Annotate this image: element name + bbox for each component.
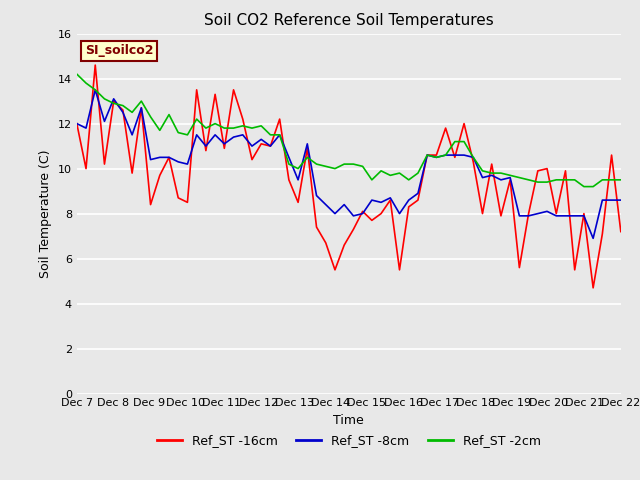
Legend: Ref_ST -16cm, Ref_ST -8cm, Ref_ST -2cm: Ref_ST -16cm, Ref_ST -8cm, Ref_ST -2cm — [152, 429, 546, 452]
X-axis label: Time: Time — [333, 414, 364, 427]
Title: Soil CO2 Reference Soil Temperatures: Soil CO2 Reference Soil Temperatures — [204, 13, 493, 28]
Y-axis label: Soil Temperature (C): Soil Temperature (C) — [39, 149, 52, 278]
Text: SI_soilco2: SI_soilco2 — [85, 44, 154, 58]
